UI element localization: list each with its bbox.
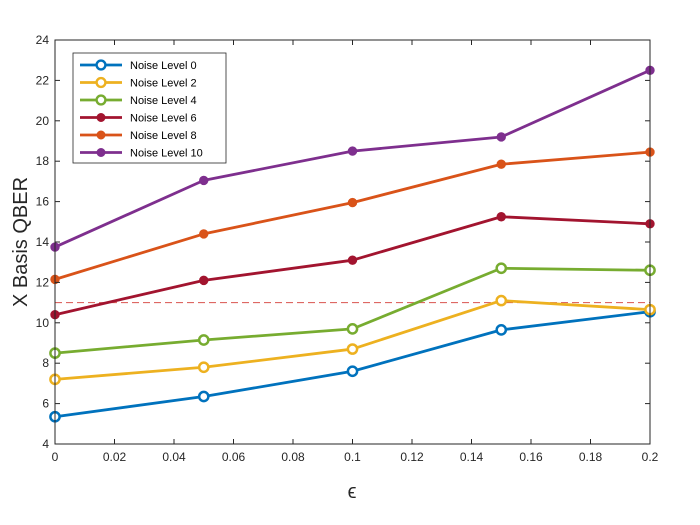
x-tick-label: 0 xyxy=(52,450,59,464)
data-point xyxy=(347,197,358,208)
y-axis-label: X Basis QBER xyxy=(10,177,32,307)
legend-marker xyxy=(95,59,107,71)
y-tick-label: 16 xyxy=(36,195,50,209)
x-tick-label: 0.04 xyxy=(162,450,186,464)
x-tick-label: 0.16 xyxy=(519,450,543,464)
data-point xyxy=(197,390,210,403)
data-point xyxy=(197,334,210,346)
data-point xyxy=(346,365,359,378)
x-tick-label: 0.2 xyxy=(642,450,659,464)
y-tick-label: 12 xyxy=(36,275,50,289)
x-tick-label: 0.06 xyxy=(222,450,246,464)
legend-marker xyxy=(95,94,107,106)
data-point xyxy=(496,132,506,142)
y-tick-label: 18 xyxy=(36,154,50,168)
data-point xyxy=(346,343,359,355)
x-axis-label: ϵ xyxy=(348,481,357,503)
x-tick-label: 0.12 xyxy=(400,450,424,464)
legend-label: Noise Level 2 xyxy=(130,78,197,90)
y-tick-label: 24 xyxy=(36,33,50,47)
legend-label: Noise Level 8 xyxy=(130,130,197,142)
data-point xyxy=(199,275,209,286)
legend-label: Noise Level 0 xyxy=(130,60,197,72)
legend-item: Noise Level 0 xyxy=(80,59,197,72)
data-point xyxy=(197,361,210,374)
x-tick-label: 0.14 xyxy=(460,450,484,464)
legend-item: Noise Level 2 xyxy=(80,76,197,90)
x-tick-label: 0.18 xyxy=(579,450,603,464)
data-point xyxy=(495,262,508,275)
legend-marker xyxy=(96,148,106,157)
y-tick-label: 20 xyxy=(36,114,50,128)
legend-item: Noise Level 6 xyxy=(80,113,197,125)
legend-marker xyxy=(96,113,106,122)
legend-item: Noise Level 4 xyxy=(80,94,197,107)
data-point xyxy=(495,324,508,336)
legend-label: Noise Level 10 xyxy=(130,148,203,160)
data-point xyxy=(495,294,508,307)
y-tick-label: 22 xyxy=(36,73,50,87)
legend-label: Noise Level 6 xyxy=(130,113,197,125)
y-tick-label: 4 xyxy=(42,437,49,451)
x-tick-label: 0.08 xyxy=(281,450,305,464)
x-tick-label: 0.1 xyxy=(344,450,361,464)
legend-item: Noise Level 8 xyxy=(80,130,197,142)
series-5 xyxy=(50,65,655,252)
legend-box xyxy=(72,52,227,164)
data-point xyxy=(496,159,506,169)
data-point xyxy=(496,212,506,222)
y-tick-label: 6 xyxy=(42,397,49,411)
series-2 xyxy=(49,262,656,359)
data-point xyxy=(347,146,358,156)
legend-item: Noise Level 10 xyxy=(80,148,203,160)
legend-marker xyxy=(96,130,106,140)
x-tick-label: 0.02 xyxy=(103,450,127,464)
data-point xyxy=(199,175,209,186)
legend-label: Noise Level 4 xyxy=(130,95,197,107)
data-point xyxy=(346,323,359,335)
y-tick-label: 8 xyxy=(42,356,49,370)
y-tick-label: 10 xyxy=(36,316,50,330)
legend-marker xyxy=(95,76,107,89)
data-point xyxy=(199,229,209,239)
legend: Noise Level 0 Noise Level 2 Noise Level 4 N… xyxy=(72,52,227,164)
y-tick-label: 14 xyxy=(36,235,50,249)
data-point xyxy=(347,255,358,265)
